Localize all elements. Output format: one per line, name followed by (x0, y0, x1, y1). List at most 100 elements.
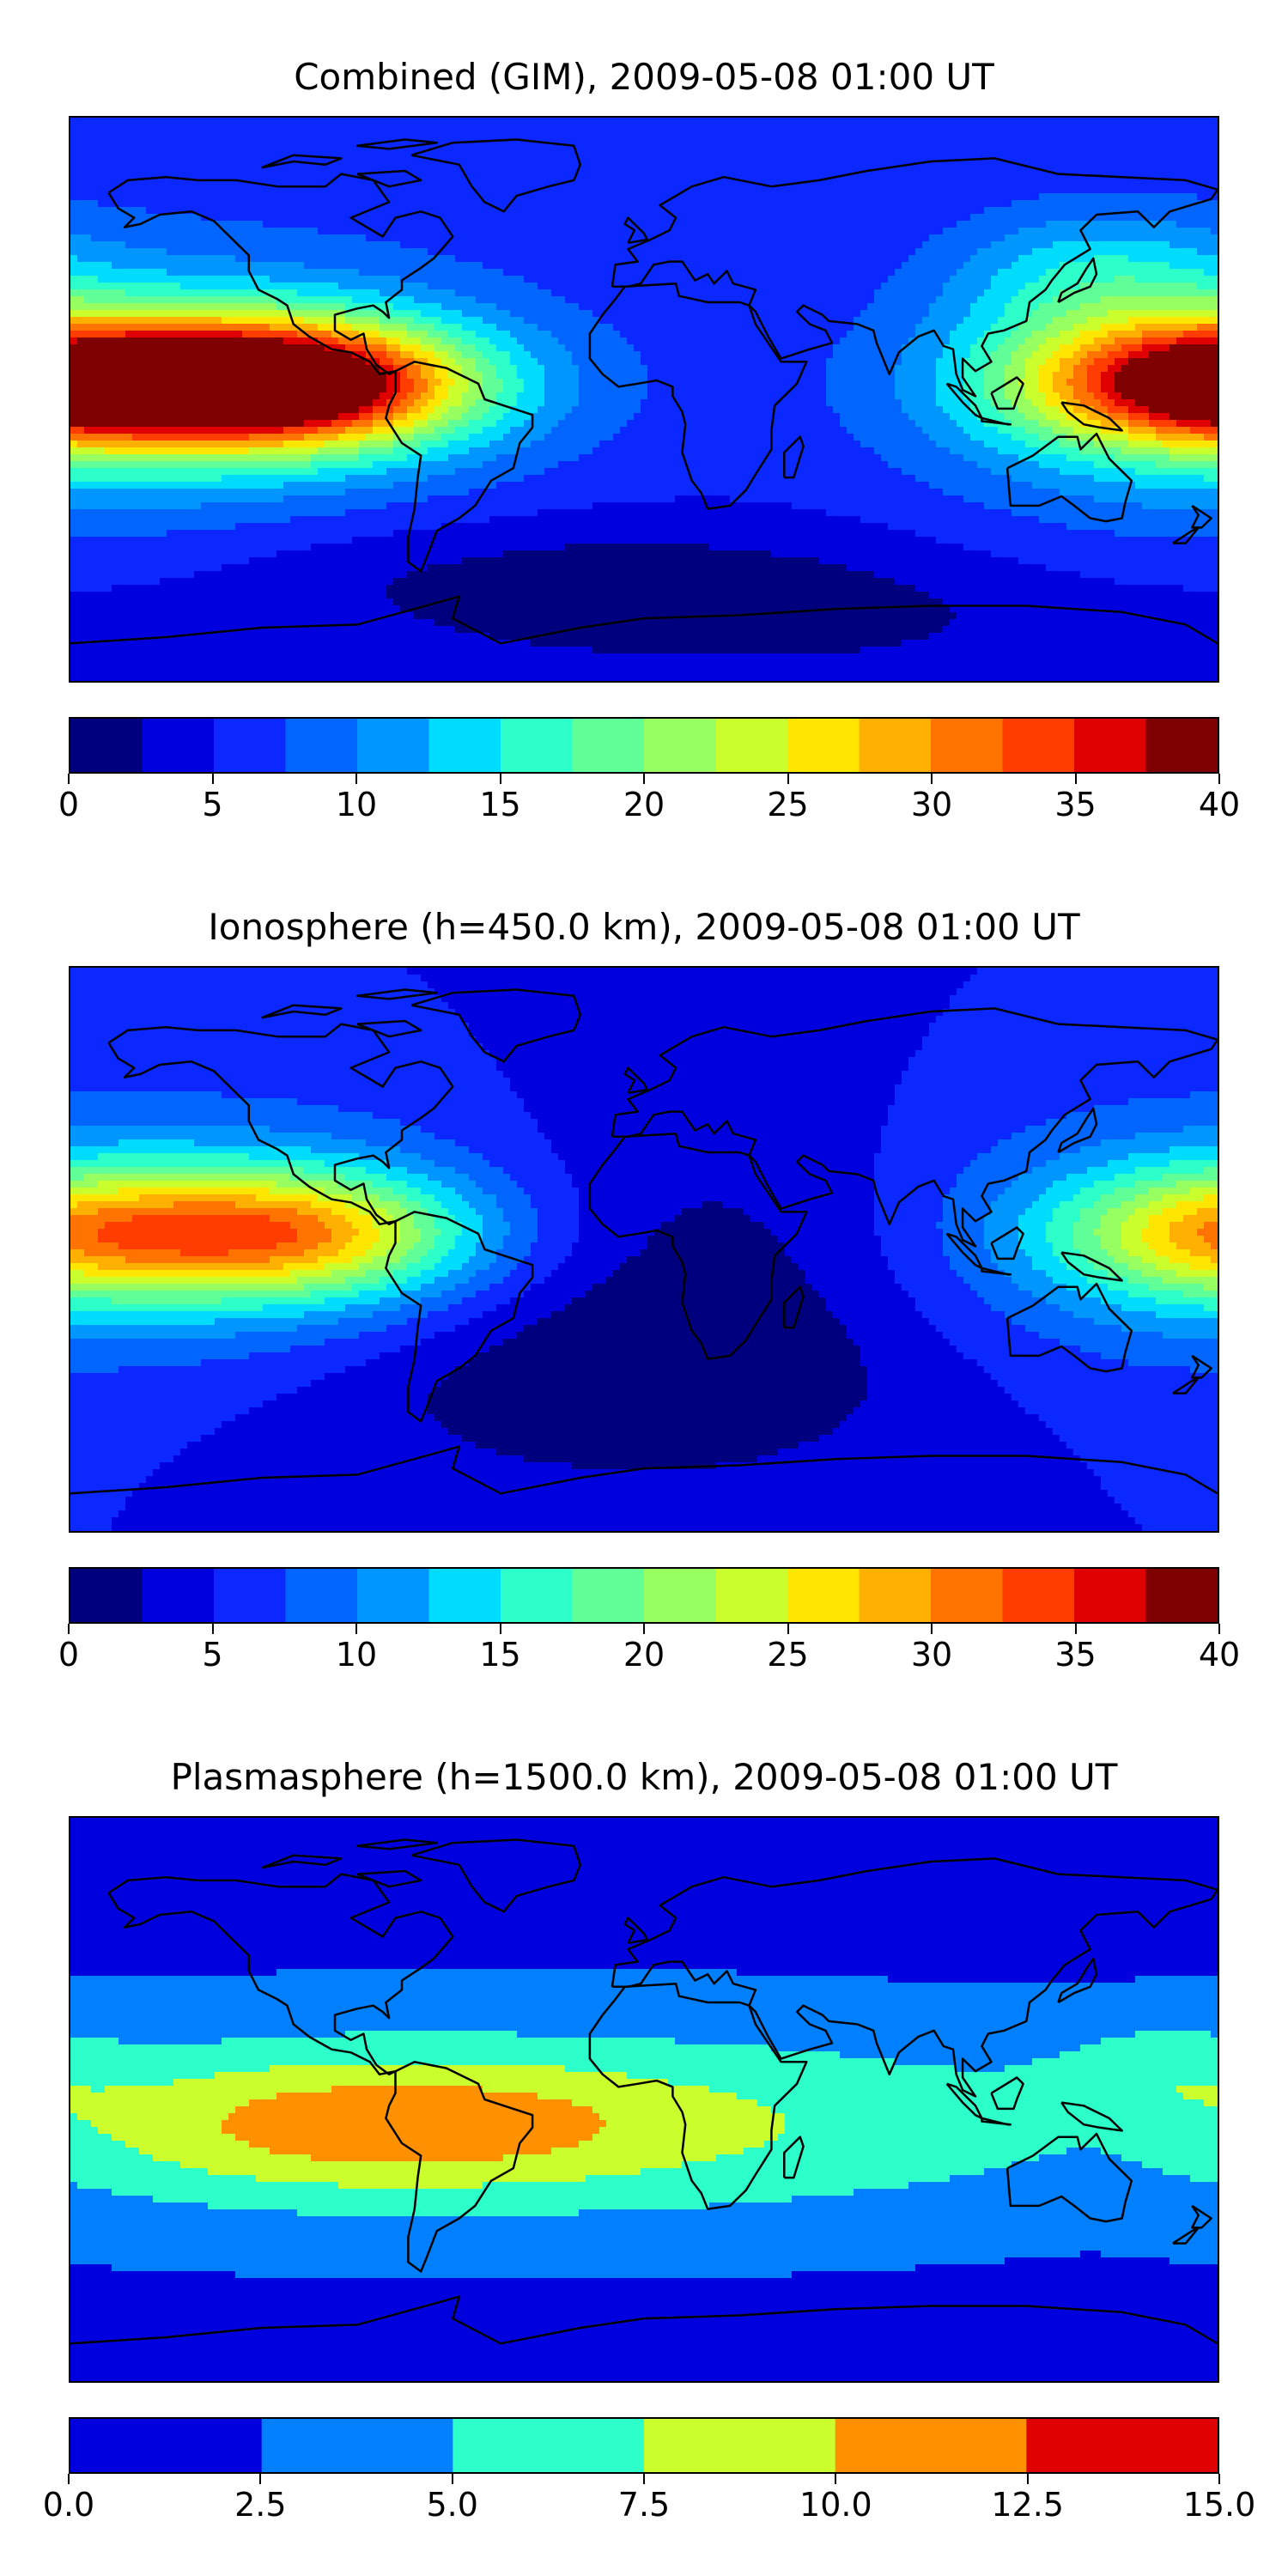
field-cell (805, 262, 813, 270)
field-cell (627, 179, 635, 187)
field-cell (1156, 248, 1163, 256)
field-cell (1046, 200, 1054, 208)
field-cell (792, 269, 799, 276)
field-cell (737, 207, 744, 215)
field-cell (558, 214, 566, 222)
field-cell (304, 317, 312, 325)
field-cell (139, 166, 147, 173)
field-cell (1176, 125, 1184, 132)
field-cell (709, 179, 717, 187)
field-cell (737, 248, 744, 256)
field-cell (709, 125, 717, 132)
field-cell (689, 234, 696, 242)
field-cell (476, 248, 483, 256)
field-cell (448, 303, 456, 311)
field-cell (1087, 145, 1095, 153)
field-cell (331, 283, 339, 290)
field-cell (448, 276, 456, 283)
field-cell (510, 207, 518, 215)
field-cell (819, 152, 827, 160)
field-cell (771, 186, 779, 194)
field-cell (785, 303, 793, 311)
field-cell (139, 145, 147, 153)
field-cell (702, 262, 710, 270)
field-cell (1197, 138, 1205, 146)
field-cell (812, 166, 820, 173)
field-cell (352, 248, 360, 256)
field-cell (895, 138, 902, 146)
field-cell (1005, 179, 1012, 187)
field-cell (1018, 166, 1026, 173)
field-cell (270, 234, 277, 242)
field-cell (297, 310, 305, 318)
field-cell (565, 310, 573, 318)
field-cell (489, 283, 497, 290)
field-cell (833, 310, 841, 318)
field-cell (668, 269, 676, 276)
field-cell (1183, 234, 1191, 242)
field-cell (1115, 221, 1122, 228)
field-cell (586, 214, 593, 222)
field-cell (1053, 179, 1060, 187)
field-cell (1149, 303, 1157, 311)
field-cell (936, 241, 944, 249)
field-cell (778, 179, 786, 187)
field-cell (187, 221, 195, 228)
field-cells (70, 118, 1218, 681)
field-cell (160, 145, 167, 153)
field-cell (503, 283, 511, 290)
field-cell (737, 186, 744, 194)
field-cell (1176, 310, 1184, 318)
field-cell (462, 262, 470, 270)
field-cell (723, 214, 731, 222)
field-cell (1183, 214, 1191, 222)
field-cell (194, 221, 202, 228)
field-cell (675, 118, 683, 125)
field-cell (503, 262, 511, 270)
field-cell (764, 262, 772, 270)
field-cell (579, 200, 586, 208)
field-cell (428, 152, 435, 160)
field-cell (400, 214, 408, 222)
field-cell (957, 138, 964, 146)
field-cell (847, 228, 854, 235)
field-cell (345, 159, 353, 167)
field-cell (1046, 317, 1054, 325)
field-cell (366, 289, 374, 297)
field-cell (98, 241, 106, 249)
field-cell (194, 118, 202, 125)
field-cell (311, 214, 319, 222)
field-cell (592, 262, 600, 270)
field-cell (599, 207, 607, 215)
field-cell (496, 186, 504, 194)
field-cell (489, 221, 497, 228)
field-cell (957, 152, 964, 160)
field-cell (1053, 214, 1060, 222)
field-cell (1087, 289, 1095, 297)
field-cell (874, 234, 882, 242)
field-cell (826, 310, 834, 318)
field-cell (222, 262, 229, 270)
field-cell (750, 118, 758, 125)
field-cell (112, 221, 119, 228)
field-cell (1204, 166, 1212, 173)
field-cell (558, 248, 566, 256)
field-cell (860, 248, 868, 256)
field-cell (496, 241, 504, 249)
field-cell (331, 131, 339, 139)
field-cell (682, 166, 690, 173)
field-cell (173, 118, 181, 125)
field-cell (1211, 166, 1218, 173)
field-cell (1012, 186, 1019, 194)
field-cell (668, 186, 676, 194)
field-cell (235, 131, 243, 139)
field-cell (977, 145, 985, 153)
field-cell (194, 159, 202, 167)
field-cell (118, 145, 126, 153)
field-cell (1073, 179, 1081, 187)
field-cell (874, 262, 882, 270)
field-cell (1183, 193, 1191, 201)
field-cell (881, 248, 889, 256)
field-cell (160, 138, 167, 146)
field-cell (304, 241, 312, 249)
